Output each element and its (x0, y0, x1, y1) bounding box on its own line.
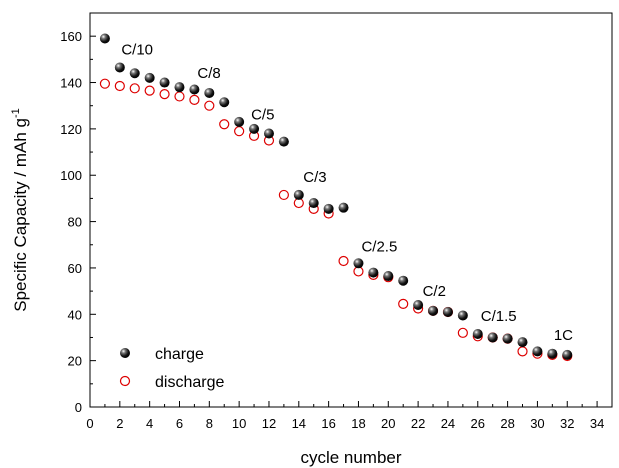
discharge-point (189, 94, 200, 106)
rate-label: C/2 (423, 283, 446, 300)
y-tick-label: 20 (68, 354, 82, 369)
discharge-point (457, 327, 468, 338)
charge-point (398, 275, 409, 286)
charge-point (428, 305, 439, 316)
charge-point (189, 84, 200, 95)
discharge-point (99, 78, 111, 89)
y-tick-label: 160 (60, 29, 82, 44)
x-tick-label: 6 (176, 416, 183, 431)
charge-point (368, 267, 379, 278)
discharge-point (234, 126, 245, 137)
y-tick-label: 80 (68, 215, 82, 230)
legend-charge-marker (120, 348, 130, 358)
discharge-point (338, 255, 349, 267)
charge-point (532, 346, 543, 357)
y-tick-label: 100 (60, 168, 82, 183)
charge-series (99, 33, 573, 360)
charge-point (293, 189, 304, 200)
x-tick-label: 2 (116, 416, 123, 431)
charge-point (99, 33, 110, 44)
legend-discharge-marker (119, 375, 131, 387)
y-tick-label: 120 (60, 122, 82, 137)
charge-point (308, 198, 319, 209)
x-tick-label: 28 (500, 416, 514, 431)
discharge-point (114, 80, 125, 92)
rate-label: C/2.5 (361, 239, 397, 256)
discharge-point (278, 189, 289, 201)
x-tick-label: 24 (441, 416, 455, 431)
charge-point (249, 123, 260, 134)
x-tick-label: 18 (351, 416, 365, 431)
discharge-point (517, 346, 528, 357)
charge-point (472, 328, 483, 339)
x-axis-ticks: 0 2 4 6 8 10 12 14 16 18 20 22 24 26 28 30 32 34 (86, 401, 604, 431)
y-tick-label: 140 (60, 76, 82, 91)
rate-label: C/3 (303, 169, 326, 186)
x-tick-label: 0 (86, 416, 93, 431)
rate-annotations: C/10 C/8 C/5 C/3 C/2.5 C/2 C/1.5 1C (121, 42, 573, 344)
rate-label: C/10 (121, 42, 153, 59)
discharge-point (219, 119, 230, 130)
y-axis-ticks: 0 20 40 60 80 100 120 140 160 (60, 29, 96, 415)
x-tick-label: 4 (146, 416, 153, 431)
rate-label: 1C (554, 327, 573, 344)
charge-point (487, 332, 498, 343)
charge-point (338, 202, 349, 213)
charge-point (517, 337, 528, 348)
y-axis-title: Specific Capacity / mAh g-1 (10, 108, 30, 311)
discharge-point (159, 89, 170, 100)
legend-discharge-label: discharge (155, 374, 224, 391)
charge-point (353, 258, 364, 269)
y-tick-label: 0 (75, 400, 82, 415)
y-axis-title-superscript: -1 (10, 108, 22, 118)
charge-point (159, 77, 170, 88)
charge-point (323, 203, 334, 214)
legend-charge-label: charge (155, 346, 204, 363)
x-tick-label: 14 (292, 416, 306, 431)
discharge-point (398, 298, 409, 309)
charge-point (442, 306, 453, 317)
charge-point (263, 128, 274, 139)
discharge-point (174, 91, 185, 102)
charge-point (114, 62, 125, 73)
x-tick-label: 20 (381, 416, 395, 431)
x-tick-label: 8 (206, 416, 213, 431)
charge-point (383, 271, 394, 282)
x-tick-label: 10 (232, 416, 246, 431)
charge-point (278, 136, 289, 147)
rate-label: C/1.5 (481, 308, 517, 325)
legend: charge discharge (119, 346, 224, 391)
discharge-point (129, 83, 140, 94)
x-tick-label: 26 (471, 416, 485, 431)
discharge-point (144, 85, 155, 96)
y-tick-label: 60 (68, 261, 82, 276)
charge-point (413, 300, 424, 311)
x-tick-label: 12 (262, 416, 276, 431)
y-axis-title-main: Specific Capacity / mAh g (11, 118, 30, 312)
x-tick-label: 22 (411, 416, 425, 431)
charge-point (234, 116, 245, 127)
x-tick-label: 32 (560, 416, 574, 431)
charge-point (219, 97, 230, 108)
charge-point (562, 349, 573, 360)
discharge-point (204, 100, 215, 111)
rate-label: C/5 (251, 107, 274, 124)
charge-point (129, 68, 140, 79)
rate-label: C/8 (197, 65, 220, 82)
y-tick-label: 40 (68, 307, 82, 322)
x-tick-label: 30 (530, 416, 544, 431)
charge-point (144, 72, 155, 83)
charge-point (502, 333, 513, 344)
charge-point (204, 87, 215, 98)
plot-frame (89, 12, 613, 408)
x-tick-label: 16 (321, 416, 335, 431)
charge-point (457, 310, 468, 321)
x-tick-label: 34 (590, 416, 604, 431)
x-axis-title: cycle number (300, 448, 401, 467)
charge-point (174, 82, 185, 93)
charge-point (547, 348, 558, 359)
